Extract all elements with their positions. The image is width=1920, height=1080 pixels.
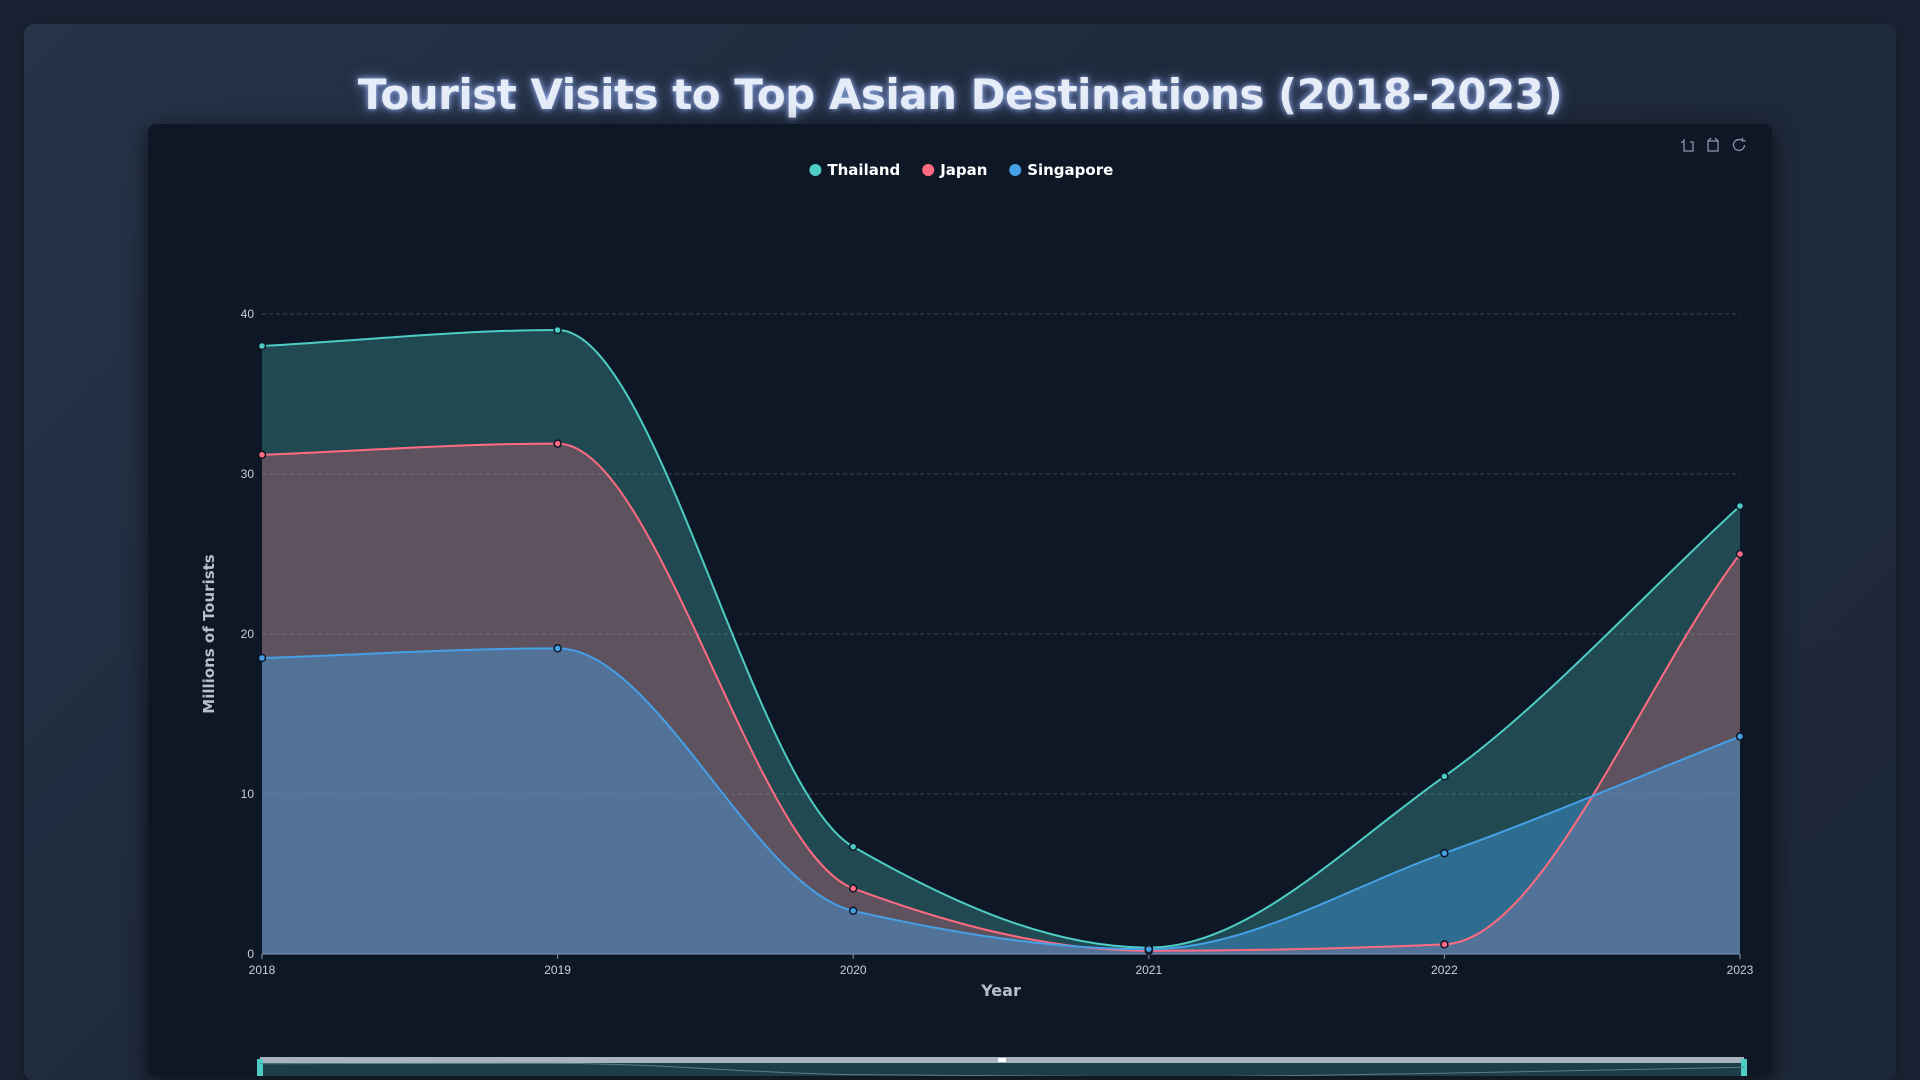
data-point-japan[interactable] xyxy=(257,450,267,460)
legend-marker-thailand[interactable] xyxy=(809,164,822,176)
legend-label-singapore[interactable]: Singapore xyxy=(1027,161,1113,179)
y-tick-label: 10 xyxy=(241,787,255,801)
area-singapore xyxy=(262,648,1740,954)
data-point-singapore[interactable] xyxy=(1144,944,1154,954)
data-point-singapore[interactable] xyxy=(1735,732,1745,741)
x-tick-label: 2019 xyxy=(544,963,571,977)
data-point-thailand[interactable] xyxy=(257,341,267,351)
data-point-thailand[interactable] xyxy=(1440,772,1449,781)
x-axis-title: Year xyxy=(980,981,1021,1000)
y-tick-label: 0 xyxy=(247,947,254,961)
zoom-reset-icon[interactable] xyxy=(1704,136,1722,154)
data-point-japan[interactable] xyxy=(553,439,562,448)
dashboard-panel: Tourist Visits to Top Asian Destinations… xyxy=(24,24,1896,1080)
x-tick-label: 2018 xyxy=(249,963,276,977)
x-tick-label: 2022 xyxy=(1431,963,1458,977)
data-point-singapore[interactable] xyxy=(1440,848,1449,858)
y-axis-title: Millions of Tourists xyxy=(200,554,218,714)
legend-marker-singapore[interactable] xyxy=(1009,164,1022,176)
zoom-icon[interactable] xyxy=(1678,136,1696,154)
data-point-thailand[interactable] xyxy=(848,842,858,852)
legend-marker-japan[interactable] xyxy=(922,164,935,176)
area-japan xyxy=(262,443,1740,954)
data-point-japan[interactable] xyxy=(848,884,858,893)
data-point-japan[interactable] xyxy=(1735,549,1745,559)
restore-icon[interactable] xyxy=(1730,136,1748,154)
y-tick-label: 30 xyxy=(241,467,255,481)
page-title: Tourist Visits to Top Asian Destinations… xyxy=(357,70,1563,119)
data-point-japan[interactable] xyxy=(1440,940,1449,949)
x-tick-label: 2020 xyxy=(840,963,867,977)
data-point-thailand[interactable] xyxy=(553,325,562,335)
data-point-singapore[interactable] xyxy=(553,644,562,653)
area-chart: 0 10 20 30 40 2018 2019 2020 2021 2022 2023 Year Mil… xyxy=(200,161,1754,1076)
y-tick-label: 40 xyxy=(241,307,255,321)
legend-label-thailand[interactable]: Thailand xyxy=(827,161,900,179)
data-point-thailand[interactable] xyxy=(1735,501,1745,511)
x-tick-label: 2021 xyxy=(1135,963,1162,977)
chart-toolbar xyxy=(1678,136,1748,154)
line-singapore xyxy=(261,647,1741,951)
data-zoom-grip[interactable] xyxy=(998,1058,1006,1062)
data-zoom-preview-line xyxy=(259,1062,1745,1076)
legend-label-japan[interactable]: Japan xyxy=(939,161,987,179)
y-tick-label: 20 xyxy=(241,627,255,641)
data-point-singapore[interactable] xyxy=(848,906,858,916)
data-point-singapore[interactable] xyxy=(257,653,267,663)
chart-card: 0 10 20 30 40 2018 2019 2020 2021 2022 2023 Year Mil… xyxy=(148,124,1772,1076)
area-thailand xyxy=(262,330,1740,954)
data-zoom-handle-left[interactable] xyxy=(257,1059,263,1076)
x-tick-label: 2023 xyxy=(1727,963,1754,977)
